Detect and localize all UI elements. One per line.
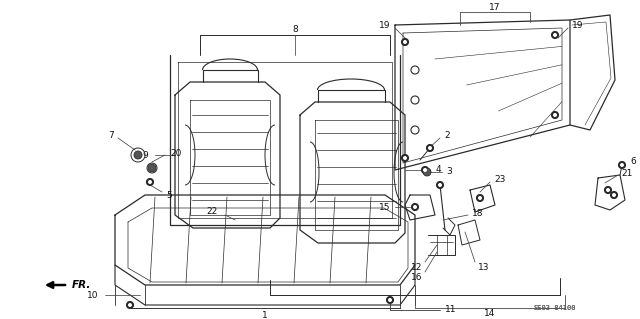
Circle shape xyxy=(477,195,483,202)
Text: 5: 5 xyxy=(166,190,172,199)
Circle shape xyxy=(424,169,426,171)
Text: SE03-84100: SE03-84100 xyxy=(534,305,576,311)
Text: 6: 6 xyxy=(630,158,636,167)
Circle shape xyxy=(387,296,394,303)
Circle shape xyxy=(422,167,429,174)
Text: 23: 23 xyxy=(494,175,506,184)
Text: 19: 19 xyxy=(572,20,584,29)
Circle shape xyxy=(426,145,433,152)
Circle shape xyxy=(413,206,417,208)
Text: 19: 19 xyxy=(378,20,390,29)
Circle shape xyxy=(552,32,559,39)
Circle shape xyxy=(621,164,623,167)
Text: 9: 9 xyxy=(142,151,148,160)
Text: 7: 7 xyxy=(108,130,114,139)
Circle shape xyxy=(147,179,154,186)
Text: 8: 8 xyxy=(292,26,298,34)
Text: 13: 13 xyxy=(478,263,490,272)
Text: 15: 15 xyxy=(378,203,390,211)
Circle shape xyxy=(611,191,618,198)
Circle shape xyxy=(429,147,431,149)
Text: SE03-84100: SE03-84100 xyxy=(534,305,576,311)
Circle shape xyxy=(148,181,152,183)
Circle shape xyxy=(412,204,419,211)
Circle shape xyxy=(423,168,431,176)
Circle shape xyxy=(605,187,611,194)
Text: 11: 11 xyxy=(445,306,456,315)
Circle shape xyxy=(129,304,131,307)
Circle shape xyxy=(404,41,406,43)
Circle shape xyxy=(388,299,392,301)
Circle shape xyxy=(404,157,406,160)
Text: 10: 10 xyxy=(86,291,98,300)
Text: 16: 16 xyxy=(410,272,422,281)
Circle shape xyxy=(401,154,408,161)
Text: 2: 2 xyxy=(444,131,450,140)
Text: 4: 4 xyxy=(436,166,442,174)
Circle shape xyxy=(401,39,408,46)
Circle shape xyxy=(127,301,134,308)
Circle shape xyxy=(134,151,142,159)
Circle shape xyxy=(554,114,556,116)
Circle shape xyxy=(607,189,609,191)
Circle shape xyxy=(148,164,156,172)
Circle shape xyxy=(552,112,559,118)
Circle shape xyxy=(479,197,481,199)
Circle shape xyxy=(554,33,556,36)
Text: 21: 21 xyxy=(621,168,632,177)
Text: FR.: FR. xyxy=(72,280,92,290)
Text: 20: 20 xyxy=(170,149,181,158)
Circle shape xyxy=(618,161,625,168)
Text: 17: 17 xyxy=(489,4,500,12)
Text: 18: 18 xyxy=(472,209,483,218)
Text: 12: 12 xyxy=(411,263,422,272)
Text: 1: 1 xyxy=(262,310,268,319)
Text: 14: 14 xyxy=(484,309,496,318)
Circle shape xyxy=(438,184,442,186)
Circle shape xyxy=(612,194,616,197)
Text: 3: 3 xyxy=(446,167,452,176)
Circle shape xyxy=(436,182,444,189)
Text: 22: 22 xyxy=(207,207,218,217)
